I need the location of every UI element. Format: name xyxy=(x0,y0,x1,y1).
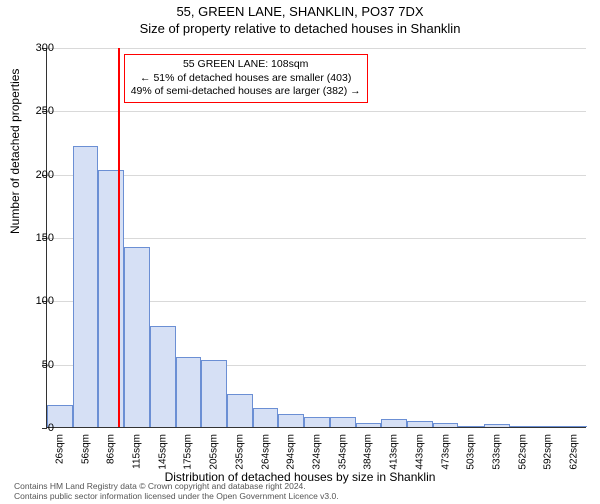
annotation-line: 49% of semi-detached houses are larger (… xyxy=(131,85,361,99)
histogram-bar xyxy=(150,326,176,427)
ytick-label: 0 xyxy=(20,422,54,434)
annotation-line: 55 GREEN LANE: 108sqm xyxy=(131,58,361,72)
histogram-bar xyxy=(381,419,407,427)
histogram-bar xyxy=(98,170,124,427)
histogram-bar xyxy=(433,423,459,427)
page-address-title: 55, GREEN LANE, SHANKLIN, PO37 7DX xyxy=(0,4,600,19)
ytick-label: 100 xyxy=(20,295,54,307)
ytick-label: 200 xyxy=(20,169,54,181)
histogram-bar xyxy=(124,247,150,427)
xtick-label: 235sqm xyxy=(234,434,245,470)
xtick-label: 294sqm xyxy=(286,434,297,470)
gridline xyxy=(47,238,586,239)
xtick-label: 115sqm xyxy=(132,434,143,469)
ytick-label: 300 xyxy=(20,42,54,54)
xtick-label: 205sqm xyxy=(209,434,220,470)
histogram-bar xyxy=(73,146,99,427)
xtick-label: 562sqm xyxy=(517,434,528,470)
xtick-label: 592sqm xyxy=(543,434,554,470)
plot-area: 26sqm56sqm86sqm115sqm145sqm175sqm205sqm2… xyxy=(46,48,586,428)
histogram-bar xyxy=(510,426,536,427)
histogram-bar xyxy=(330,417,356,427)
xtick-label: 56sqm xyxy=(80,434,91,464)
histogram-bar xyxy=(278,414,304,427)
gridline xyxy=(47,175,586,176)
histogram-bar xyxy=(176,357,202,427)
xtick-label: 324sqm xyxy=(312,434,323,470)
xtick-label: 443sqm xyxy=(414,434,425,470)
histogram-bar xyxy=(356,423,382,427)
annotation-box: 55 GREEN LANE: 108sqm← 51% of detached h… xyxy=(124,54,368,103)
xtick-label: 473sqm xyxy=(440,434,451,470)
xtick-label: 622sqm xyxy=(569,434,580,470)
histogram-bar xyxy=(253,408,279,427)
histogram-bar xyxy=(304,417,330,427)
histogram-bar xyxy=(458,426,484,427)
histogram-bar xyxy=(201,360,227,427)
xtick-label: 26sqm xyxy=(54,434,65,464)
xtick-label: 86sqm xyxy=(106,434,117,464)
page-subtitle: Size of property relative to detached ho… xyxy=(0,21,600,36)
footer-attribution: Contains HM Land Registry data © Crown c… xyxy=(14,482,339,502)
histogram-bar xyxy=(407,421,433,427)
histogram-bar xyxy=(536,426,562,427)
xtick-label: 175sqm xyxy=(183,434,194,470)
xtick-label: 354sqm xyxy=(337,434,348,470)
gridline xyxy=(47,111,586,112)
xtick-label: 503sqm xyxy=(466,434,477,470)
ytick-label: 50 xyxy=(20,359,54,371)
ytick-label: 150 xyxy=(20,232,54,244)
xtick-label: 384sqm xyxy=(363,434,374,470)
xtick-label: 413sqm xyxy=(389,434,400,470)
annotation-line: ← 51% of detached houses are smaller (40… xyxy=(131,72,361,86)
histogram-bar xyxy=(484,424,510,427)
histogram-bar xyxy=(561,426,587,427)
ytick-label: 250 xyxy=(20,105,54,117)
footer-line-2: Contains public sector information licen… xyxy=(14,492,339,502)
chart-area: 26sqm56sqm86sqm115sqm145sqm175sqm205sqm2… xyxy=(46,48,586,428)
gridline xyxy=(47,48,586,49)
xtick-label: 145sqm xyxy=(157,434,168,470)
xtick-label: 533sqm xyxy=(492,434,503,470)
y-axis-label: Number of detached properties xyxy=(8,69,22,234)
property-marker-line xyxy=(118,48,120,427)
histogram-bar xyxy=(227,394,253,427)
xtick-label: 264sqm xyxy=(260,434,271,470)
